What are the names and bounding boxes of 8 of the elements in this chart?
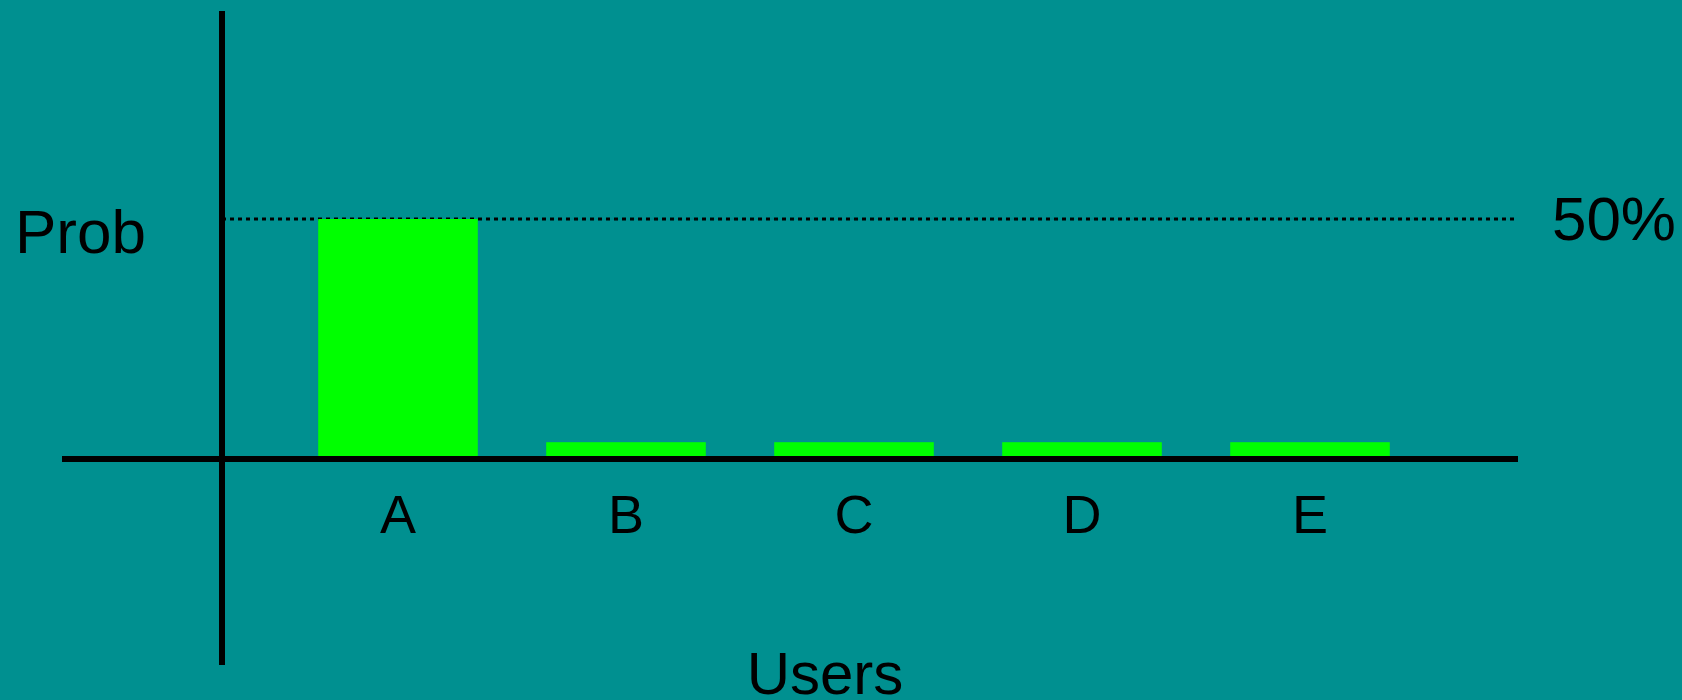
y-axis-title: Prob (15, 197, 146, 266)
x-tick-label: B (607, 484, 645, 544)
x-tick-label: C (834, 484, 874, 544)
x-axis-title: Users (746, 640, 904, 700)
x-tick-label: E (1291, 484, 1329, 544)
x-tick-label: A (379, 484, 417, 544)
x-tick-label: D (1062, 484, 1102, 544)
text: 50% (1551, 184, 1676, 253)
